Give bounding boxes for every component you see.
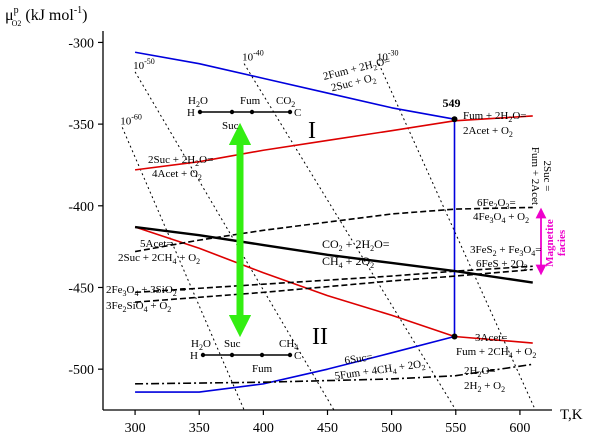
- svg-text:Suc: Suc: [222, 120, 239, 132]
- x-tick-label: 550: [445, 421, 466, 436]
- svg-text:C: C: [294, 107, 301, 119]
- scale-top: H2O H Fum Suc CO2 C: [187, 95, 301, 132]
- series-line-1: [135, 335, 455, 393]
- svg-text:4Fe3O4 + O2: 4Fe3O4 + O2: [473, 211, 529, 225]
- x-tick-label: 500: [381, 421, 402, 436]
- series-line-8: [135, 268, 533, 303]
- svg-text:H2O: H2O: [188, 95, 208, 109]
- y-tick-label: -300: [68, 36, 94, 51]
- svg-text:Fum + 2H2O=: Fum + 2H2O=: [463, 110, 526, 124]
- svg-text:CO2 + 2H2O=: CO2 + 2H2O=: [322, 237, 390, 253]
- svg-text:Suc: Suc: [224, 338, 241, 350]
- series-line-9: [135, 363, 533, 385]
- annotation-fum-acet: Fum + 2H2O= 2Acet + O2: [463, 110, 526, 139]
- svg-text:6FeS + 2O2: 6FeS + 2O2: [476, 258, 528, 272]
- series-line-5: [134, 225, 533, 284]
- annotation-water: 2H2O= 2H2 + O2: [464, 365, 505, 394]
- svg-text:Fum: Fum: [252, 363, 273, 375]
- annotation-co2: CO2 + 2H2O= CH4 + 2O2: [322, 237, 390, 270]
- annotation-fayalite: 2Fe3O4 + 3SiO2 = 3Fe2SiO4 + O2: [106, 284, 186, 314]
- x-tick-label: 450: [317, 421, 338, 436]
- svg-text:4Acet + O2: 4Acet + O2: [152, 168, 202, 182]
- magnetite-label: Magnetitefacies: [544, 219, 568, 267]
- annotation-acet5: 5Acet= 2Suc + 2CH4 + O2: [118, 238, 200, 266]
- axis-ticks: 300 350 400 450 500 550 600 -300 -350 -400 -450 -50…: [68, 36, 530, 436]
- y-axis-label: μp O2 (kJ mol-1): [5, 5, 87, 28]
- annotation-vertical: 2Suc =Fum + 2Acet: [529, 147, 553, 205]
- svg-text:5Acet=: 5Acet=: [140, 238, 172, 250]
- svg-text:C: C: [294, 350, 301, 362]
- isobar-label: 10-40: [242, 49, 264, 64]
- svg-text:2Fe3O4 + 3SiO2 =: 2Fe3O4 + 3SiO2 =: [106, 284, 186, 298]
- svg-text:2H2O=: 2H2O=: [464, 365, 496, 379]
- series-lines: [134, 51, 533, 393]
- isobar-label: 10-60: [120, 112, 142, 127]
- series-line-6: [134, 206, 533, 253]
- region-label-2: II: [312, 324, 328, 350]
- svg-text:2Suc + 2CH4 + O2: 2Suc + 2CH4 + O2: [118, 252, 200, 266]
- y-tick-label: -500: [68, 363, 94, 378]
- x-tick-label: 350: [189, 421, 210, 436]
- svg-text:Fum: Fum: [240, 95, 261, 107]
- scale-bottom: H2O H Suc Fum CH4 C: [190, 338, 301, 375]
- svg-text:H2O: H2O: [191, 338, 211, 352]
- data-points: 549: [443, 96, 461, 340]
- svg-text:2Suc + 2H2O=: 2Suc + 2H2O=: [148, 154, 213, 168]
- data-point: [451, 333, 458, 340]
- series-line-0: [134, 51, 455, 121]
- data-point-label: 549: [443, 96, 461, 110]
- x-tick-label: 400: [253, 421, 274, 436]
- y-tick-label: -400: [68, 200, 94, 215]
- annotation-fum-suc: 2Fum + 2H2O= 2Suc + O2: [322, 55, 392, 95]
- series-line-7: [135, 265, 533, 294]
- svg-text:6Fe2O3=: 6Fe2O3=: [477, 197, 516, 211]
- isobar-label: 10-50: [133, 57, 155, 72]
- svg-text:CO2: CO2: [276, 95, 295, 109]
- svg-text:CH4 + 2O2: CH4 + 2O2: [322, 254, 374, 270]
- x-tick-label: 600: [509, 421, 530, 436]
- svg-text:Fum + 2CH4 + O2: Fum + 2CH4 + O2: [456, 346, 536, 360]
- y-tick-label: -350: [68, 118, 94, 133]
- svg-text:CH4: CH4: [279, 338, 298, 352]
- y-tick-label: -450: [68, 281, 94, 296]
- svg-text:3Fe2SiO4 + O2: 3Fe2SiO4 + O2: [106, 300, 171, 314]
- svg-text:2H2 + O2: 2H2 + O2: [464, 380, 505, 394]
- annotation-fe-oxide: 6Fe2O3= 4Fe3O4 + O2: [473, 197, 529, 225]
- svg-text:2Acet + O2: 2Acet + O2: [463, 125, 513, 139]
- svg-text:3Acet=: 3Acet=: [475, 332, 507, 344]
- isobar-line: [121, 127, 245, 411]
- data-point: [451, 116, 458, 123]
- x-axis-label: T,K: [560, 407, 583, 423]
- svg-text:H: H: [187, 107, 195, 119]
- annotation-fe-sulfide: 3FeS2 + Fe3O4= 6FeS + 2O2: [470, 244, 542, 272]
- annotation-acet3: 3Acet= Fum + 2CH4 + O2: [456, 332, 536, 360]
- svg-text:3FeS2 + Fe3O4=: 3FeS2 + Fe3O4=: [470, 244, 542, 258]
- region-label-1: I: [308, 118, 316, 144]
- svg-text:6Suc=: 6Suc=: [344, 351, 374, 367]
- isobar-line: [378, 63, 536, 411]
- svg-text:H: H: [190, 350, 198, 362]
- annotation-suc-acet: 2Suc + 2H2O= 4Acet + O2: [148, 154, 213, 182]
- x-tick-label: 300: [125, 421, 146, 436]
